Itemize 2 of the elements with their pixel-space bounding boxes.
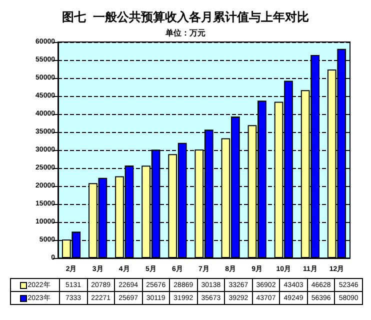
chart-subtitle: 单位：万元 [164, 28, 206, 38]
chart-title: 图七 一般公共预算收入各月累计值与上年对比 [62, 10, 309, 24]
